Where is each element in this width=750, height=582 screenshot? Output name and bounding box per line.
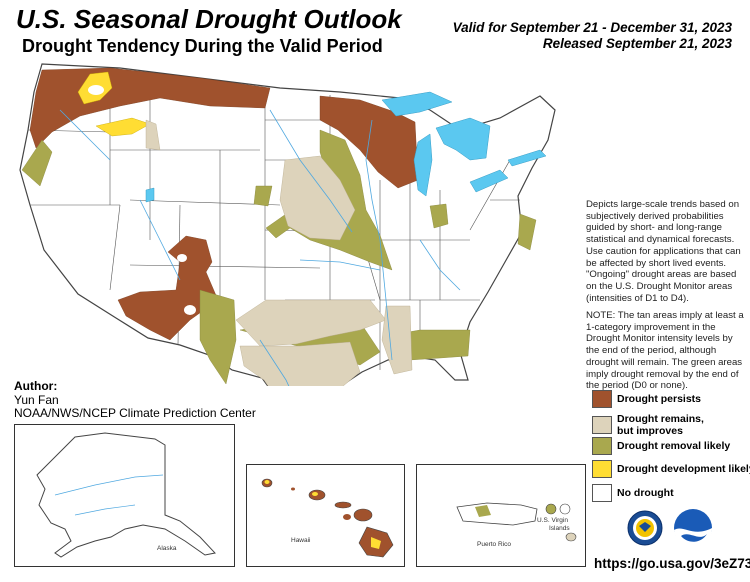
release-date: Released September 21, 2023	[542, 36, 732, 51]
alaska-label: Alaska	[157, 545, 177, 552]
legend-swatch-persists	[592, 390, 612, 408]
puerto-rico-inset: U.S. Virgin Islands Puerto Rico	[416, 464, 586, 567]
legend-swatch-removal	[592, 437, 612, 455]
legend-label-removal: Drought removal likely	[617, 440, 731, 452]
puerto-rico-label: Puerto Rico	[477, 541, 511, 548]
drought-improves-areas	[145, 119, 413, 386]
legend-item-improves: Drought remains, but improves	[592, 412, 704, 438]
legend-label-improves: Drought remains, but improves	[617, 413, 704, 437]
legend-label-improves-line1: Drought remains,	[617, 413, 704, 425]
doc-seal-logo	[627, 510, 663, 546]
outlook-note: NOTE: The tan areas imply at least a 1-c…	[586, 310, 744, 392]
virgin-islands-label-line1: U.S. Virgin	[537, 517, 568, 524]
legend-label-persists: Drought persists	[617, 393, 702, 405]
map-title: U.S. Seasonal Drought Outlook	[16, 4, 402, 34]
outlook-description: Depicts large-scale trends based on subj…	[586, 199, 741, 304]
valid-period: Valid for September 21 - December 31, 20…	[452, 20, 732, 35]
conus-map	[19, 63, 556, 386]
legend-swatch-no-drought	[592, 484, 612, 502]
rivers	[59, 109, 461, 386]
legend-item-removal: Drought removal likely	[592, 436, 730, 456]
puerto-rico-map	[456, 502, 577, 542]
legend-label-no-drought: No drought	[617, 487, 674, 499]
legend-item-persists: Drought persists	[592, 389, 701, 409]
noaa-logo	[674, 509, 713, 548]
hawaii-label: Hawaii	[291, 537, 311, 544]
author-name: Yun Fan	[14, 393, 59, 407]
legend-label-development: Drought development likely	[617, 463, 750, 475]
legend-item-development: Drought development likely	[592, 459, 750, 479]
hawaii-inset: Hawaii	[246, 464, 405, 567]
outlook-url[interactable]: https://go.usa.gov/3eZ73	[594, 556, 750, 571]
virgin-islands-label: U.S. Virgin Islands	[537, 517, 570, 533]
alaska-inset: Alaska	[14, 424, 235, 567]
hawaii-map	[261, 478, 394, 558]
persists-gaps	[177, 254, 196, 315]
map-subtitle: Drought Tendency During the Valid Period	[22, 36, 383, 56]
legend-swatch-development	[592, 460, 612, 478]
virgin-islands-label-line2: Islands	[549, 525, 570, 532]
alaska-map	[36, 432, 216, 558]
author-heading: Author:	[14, 379, 58, 393]
water-bodies	[145, 91, 547, 203]
author-organization: NOAA/NWS/NCEP Climate Prediction Center	[14, 406, 256, 420]
development-gap	[88, 85, 104, 95]
legend-label-improves-line2: but improves	[617, 425, 683, 437]
legend-swatch-improves	[592, 416, 612, 434]
legend-item-no-drought: No drought	[592, 483, 674, 503]
